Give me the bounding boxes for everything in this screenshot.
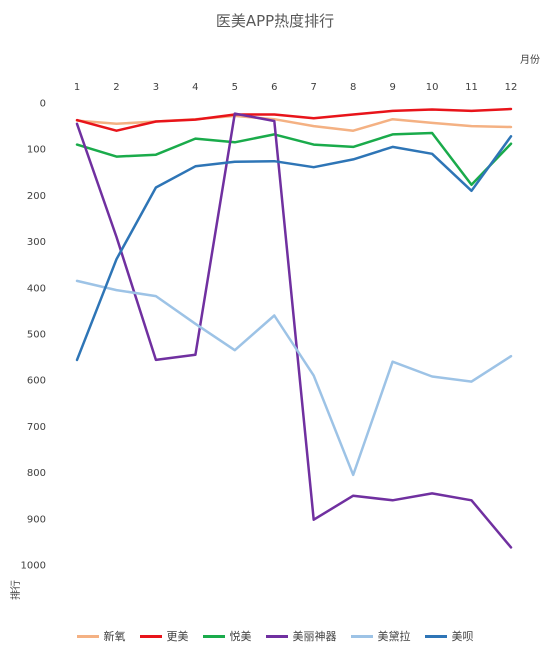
y-tick-label: 300 bbox=[27, 237, 46, 248]
legend-item: 美呗 bbox=[424, 628, 474, 644]
y-tick-label: 200 bbox=[27, 191, 46, 202]
y-tick-label: 700 bbox=[27, 422, 46, 433]
x-tick-label: 2 bbox=[113, 82, 119, 93]
y-tick-label: 900 bbox=[27, 514, 46, 525]
legend-item: 美丽神器 bbox=[265, 628, 337, 644]
legend-label: 美丽神器 bbox=[292, 630, 337, 643]
x-tick-label: 4 bbox=[192, 82, 198, 93]
chart-title: 医美APP热度排行 bbox=[215, 12, 335, 30]
y-axis-ticks: 0 100 200 300 400 500 600 700 800 900 1000 bbox=[21, 99, 46, 572]
y-tick-label: 600 bbox=[27, 376, 46, 387]
legend-swatch bbox=[424, 634, 447, 638]
legend-item: 悦美 bbox=[202, 628, 252, 644]
x-tick-label: 10 bbox=[426, 82, 439, 93]
series-line-3 bbox=[75, 112, 513, 549]
x-tick-label: 8 bbox=[350, 82, 356, 93]
series-lines bbox=[75, 107, 513, 549]
legend-swatch bbox=[139, 634, 162, 638]
legend-swatch bbox=[265, 634, 288, 638]
series-line-4 bbox=[75, 279, 513, 477]
series-line-1 bbox=[75, 107, 513, 132]
y-tick-label: 800 bbox=[27, 468, 46, 479]
series-line-5 bbox=[75, 135, 513, 362]
x-tick-label: 7 bbox=[311, 82, 317, 93]
x-axis-ticks: 1 2 3 4 5 6 7 8 9 10 11 12 bbox=[74, 82, 518, 93]
y-tick-label: 500 bbox=[27, 330, 46, 341]
x-tick-label: 1 bbox=[74, 82, 80, 93]
y-tick-label: 400 bbox=[27, 283, 46, 294]
legend-label: 美呗 bbox=[451, 630, 474, 643]
x-tick-label: 3 bbox=[153, 82, 159, 93]
legend-label: 美黛拉 bbox=[377, 630, 411, 643]
legend-label: 悦美 bbox=[229, 630, 252, 643]
x-tick-label: 11 bbox=[465, 82, 478, 93]
legend-item: 更美 bbox=[139, 628, 189, 644]
series-line-2 bbox=[75, 131, 513, 187]
legend-item: 美黛拉 bbox=[350, 628, 411, 644]
y-axis-title: 排行 bbox=[9, 580, 22, 600]
legend-label: 新氧 bbox=[103, 630, 126, 643]
x-axis-title: 月份 bbox=[520, 54, 540, 66]
legend: 新氧 更美 悦美 美丽神器 美黛拉 美呗 bbox=[0, 628, 550, 644]
series-line-0 bbox=[75, 114, 513, 132]
legend-item: 新氧 bbox=[76, 628, 126, 644]
x-tick-label: 6 bbox=[271, 82, 277, 93]
x-tick-label: 12 bbox=[505, 82, 518, 93]
legend-swatch bbox=[202, 634, 225, 638]
y-tick-label: 1000 bbox=[21, 561, 46, 572]
x-tick-label: 9 bbox=[389, 82, 395, 93]
y-tick-label: 0 bbox=[40, 99, 46, 110]
legend-swatch bbox=[350, 634, 373, 638]
x-tick-label: 5 bbox=[232, 82, 238, 93]
legend-label: 更美 bbox=[166, 630, 189, 643]
legend-swatch bbox=[76, 634, 99, 638]
line-chart: 1 2 3 4 5 6 7 8 9 10 11 12 月份 010020030040050060070… bbox=[9, 54, 540, 600]
y-tick-label: 100 bbox=[27, 145, 46, 156]
